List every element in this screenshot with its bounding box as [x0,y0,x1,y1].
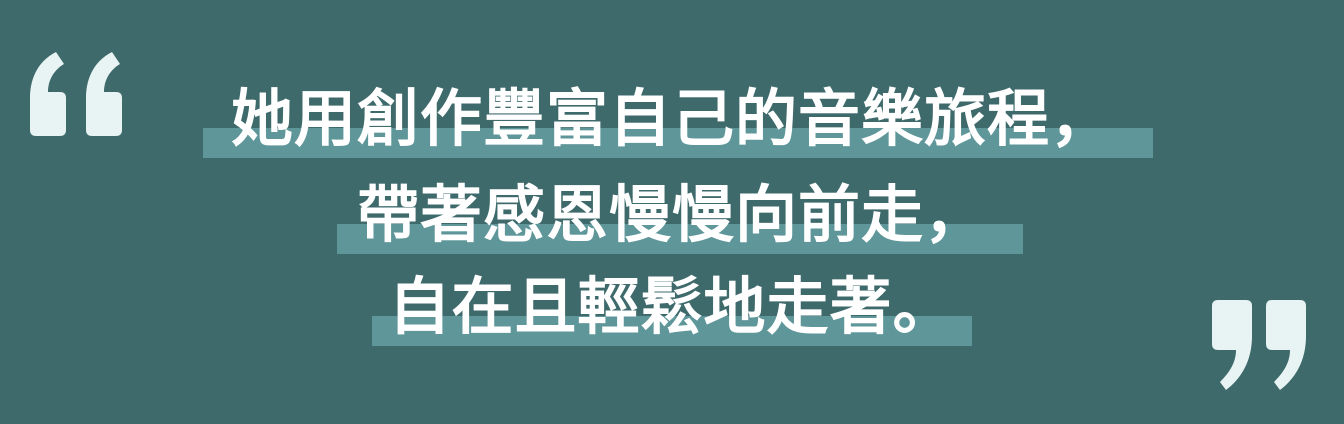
quote-text-line: 帶著感恩慢慢向前走， [356,178,987,251]
open-quote-icon [30,52,122,136]
quote-line-1: 她用創作豐富自己的音樂旅程， [0,80,1344,166]
close-quote-icon [1212,300,1306,390]
highlight-bar [372,316,972,346]
highlight-bar [202,128,1153,158]
highlight-bar [336,224,1023,254]
quote-text-line: 她用創作豐富自己的音樂旅程， [230,82,1113,155]
quote-line-3: 自在且輕鬆地走著。 [0,268,1344,354]
quote-text-line: 自在且輕鬆地走著。 [388,270,956,343]
quote-line-2: 帶著感恩慢慢向前走， [0,176,1344,262]
